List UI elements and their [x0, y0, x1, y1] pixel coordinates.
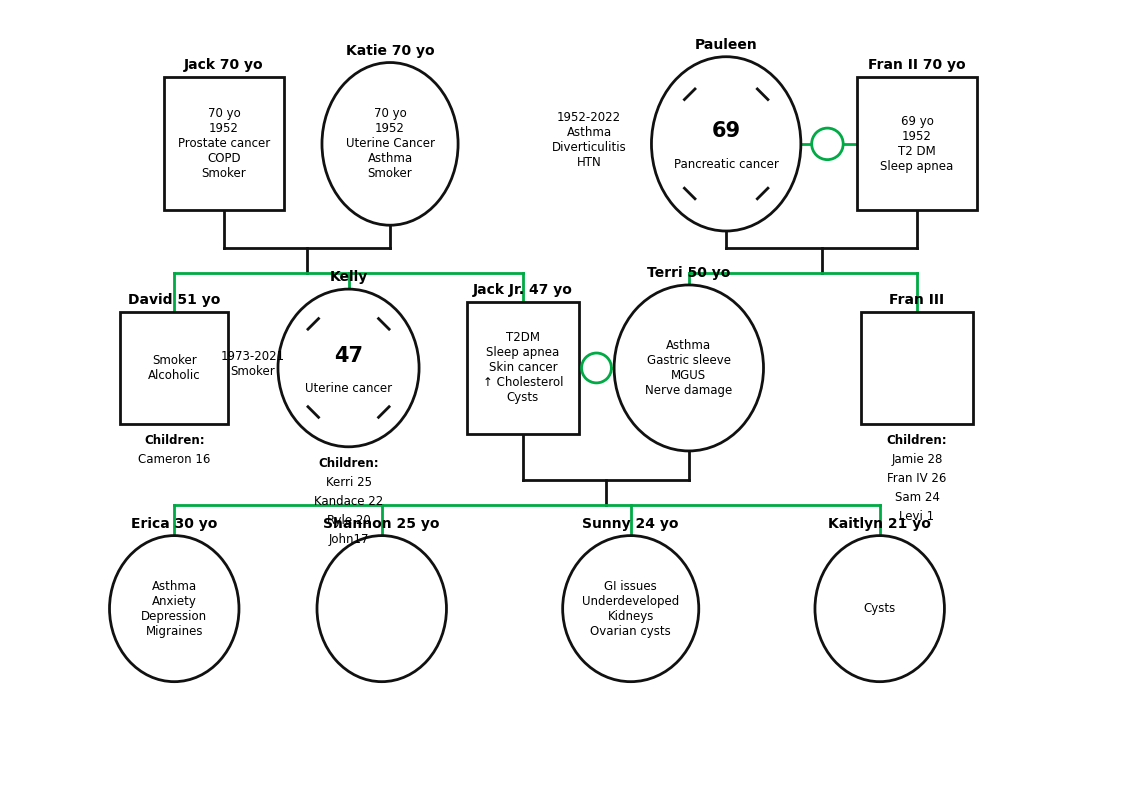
Text: Pancreatic cancer: Pancreatic cancer: [673, 158, 779, 172]
Ellipse shape: [614, 285, 763, 451]
Text: GI issues
Underdeveloped
Kidneys
Ovarian cysts: GI issues Underdeveloped Kidneys Ovarian…: [582, 580, 679, 638]
Bar: [120, 312, 228, 424]
Circle shape: [581, 353, 611, 383]
Text: Cameron 16: Cameron 16: [138, 453, 211, 466]
Text: Jack 70 yo: Jack 70 yo: [184, 59, 264, 72]
Bar: [857, 78, 977, 210]
Text: 70 yo
1952
Uterine Cancer
Asthma
Smoker: 70 yo 1952 Uterine Cancer Asthma Smoker: [346, 107, 434, 180]
Text: Uterine cancer: Uterine cancer: [305, 382, 392, 395]
Text: Levi 1: Levi 1: [900, 511, 935, 523]
Text: Fran III: Fran III: [890, 293, 945, 307]
Text: Children:: Children:: [886, 434, 947, 447]
Text: 47: 47: [334, 345, 364, 365]
Bar: [164, 78, 284, 210]
Text: Children:: Children:: [144, 434, 204, 447]
Text: Sunny 24 yo: Sunny 24 yo: [582, 517, 679, 530]
Text: Kerri 25: Kerri 25: [325, 476, 371, 489]
Ellipse shape: [322, 63, 458, 225]
Ellipse shape: [562, 536, 699, 682]
Text: Asthma
Anxiety
Depression
Migraines: Asthma Anxiety Depression Migraines: [141, 580, 208, 638]
Text: 1973-2021
Smoker: 1973-2021 Smoker: [221, 350, 285, 378]
Text: David 51 yo: David 51 yo: [128, 293, 220, 307]
Text: Jack Jr. 47 yo: Jack Jr. 47 yo: [472, 283, 572, 297]
Text: Jamie 28: Jamie 28: [891, 453, 942, 466]
Text: 69 yo
1952
T2 DM
Sleep apnea: 69 yo 1952 T2 DM Sleep apnea: [881, 115, 954, 173]
Text: Ryle 20: Ryle 20: [327, 514, 370, 527]
Text: 69: 69: [711, 121, 741, 141]
Bar: [467, 302, 579, 434]
Ellipse shape: [652, 56, 801, 231]
Ellipse shape: [318, 536, 447, 682]
Ellipse shape: [110, 536, 239, 682]
Text: Kandace 22: Kandace 22: [314, 495, 383, 508]
Text: Shannon 25 yo: Shannon 25 yo: [323, 517, 440, 530]
Text: Sam 24: Sam 24: [894, 491, 939, 504]
Text: Fran II 70 yo: Fran II 70 yo: [868, 59, 966, 72]
Circle shape: [811, 128, 843, 160]
Text: Cysts: Cysts: [864, 602, 895, 615]
Text: 70 yo
1952
Prostate cancer
COPD
Smoker: 70 yo 1952 Prostate cancer COPD Smoker: [178, 107, 270, 180]
Text: John17: John17: [329, 533, 369, 546]
Text: Asthma
Gastric sleeve
MGUS
Nerve damage: Asthma Gastric sleeve MGUS Nerve damage: [645, 339, 733, 397]
Text: Children:: Children:: [319, 457, 379, 470]
Text: Kelly: Kelly: [330, 270, 368, 284]
Text: Erica 30 yo: Erica 30 yo: [131, 517, 218, 530]
Text: Kaitlyn 21 yo: Kaitlyn 21 yo: [828, 517, 931, 530]
Text: Fran IV 26: Fran IV 26: [888, 472, 947, 485]
Text: Pauleen: Pauleen: [695, 38, 757, 52]
Bar: [861, 312, 973, 424]
Ellipse shape: [815, 536, 945, 682]
Text: Katie 70 yo: Katie 70 yo: [346, 44, 434, 57]
Text: 1952-2022
Asthma
Diverticulitis
HTN: 1952-2022 Asthma Diverticulitis HTN: [552, 110, 626, 168]
Ellipse shape: [278, 289, 420, 447]
Text: T2DM
Sleep apnea
Skin cancer
↑ Cholesterol
Cysts: T2DM Sleep apnea Skin cancer ↑ Cholester…: [482, 331, 563, 404]
Text: Terri 50 yo: Terri 50 yo: [647, 266, 730, 280]
Text: Smoker
Alcoholic: Smoker Alcoholic: [148, 354, 201, 382]
